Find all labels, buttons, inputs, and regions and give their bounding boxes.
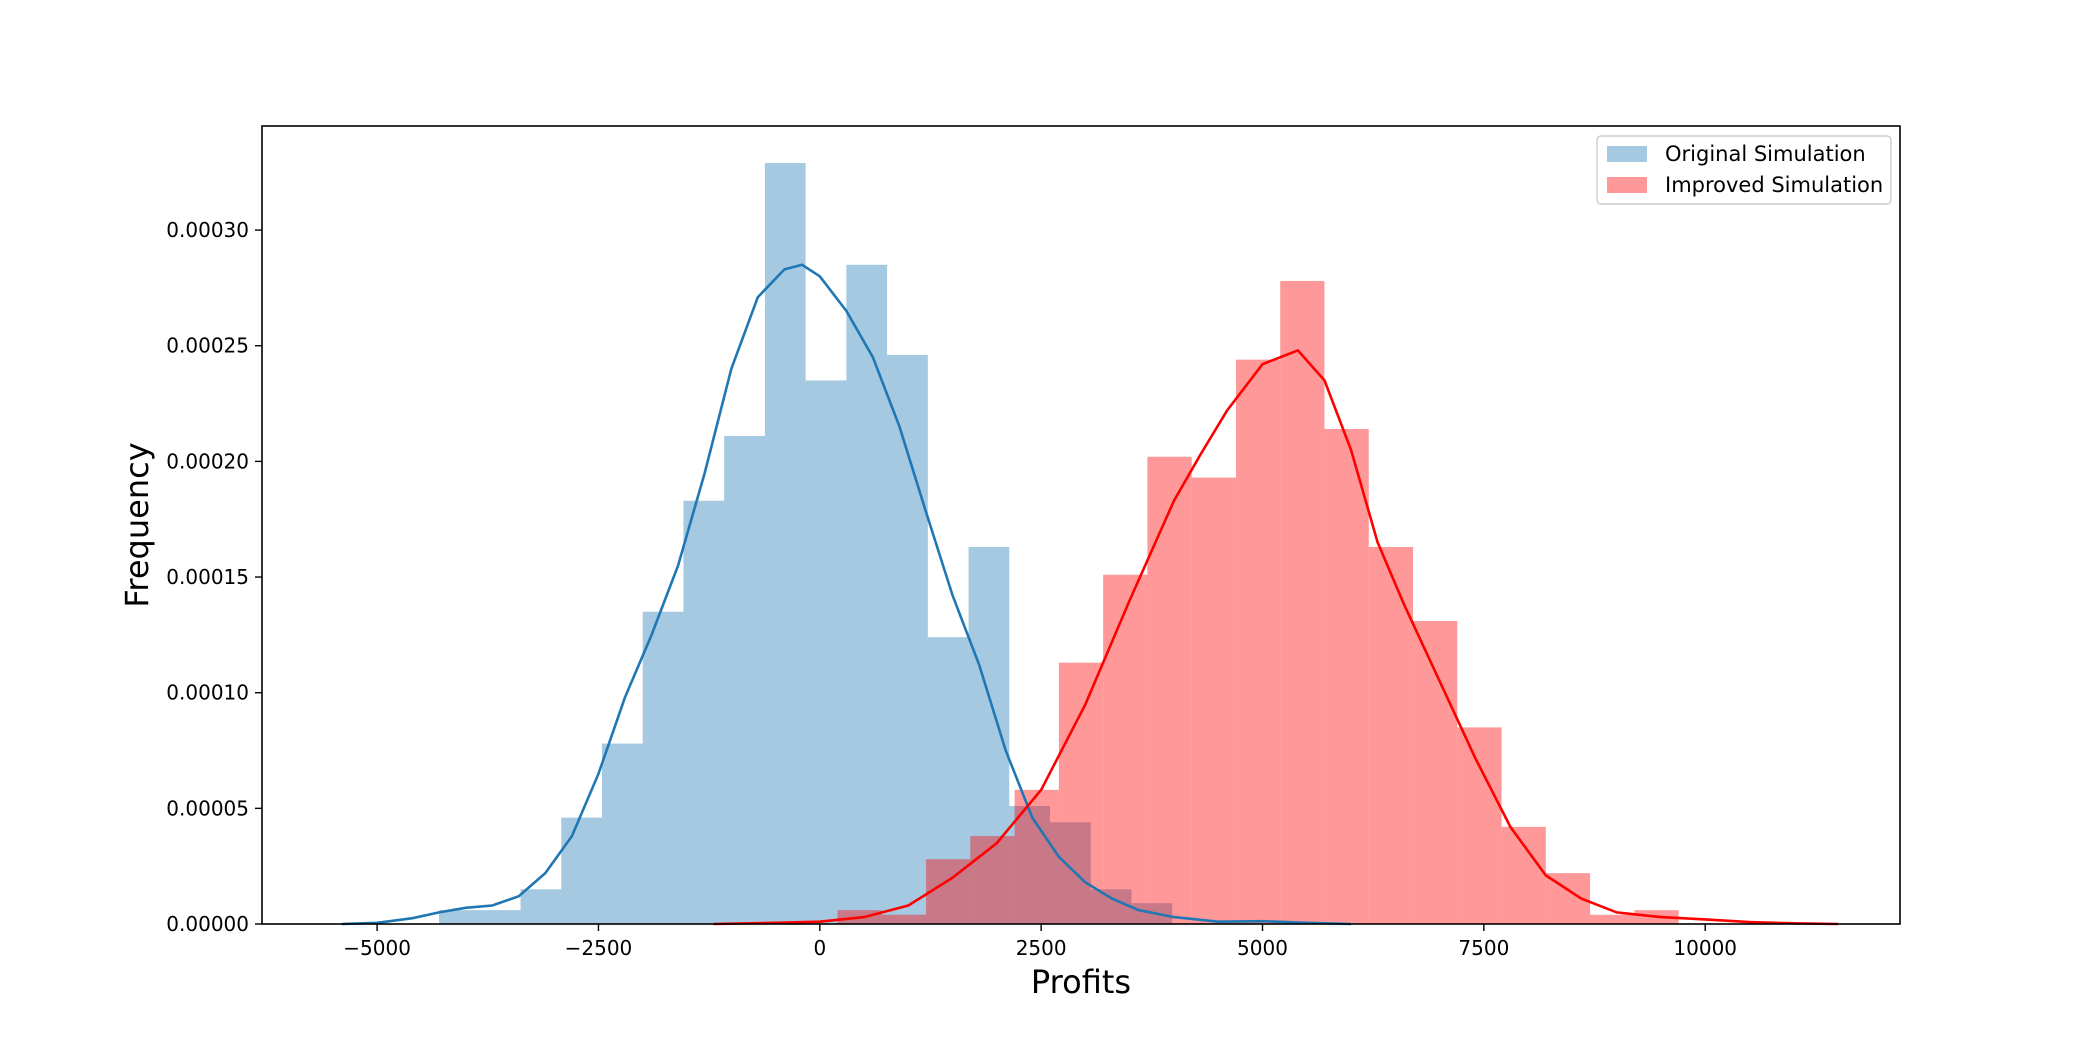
histogram-bar [1501, 826, 1546, 924]
histogram-bar [601, 743, 643, 924]
legend: Original Simulation Improved Simulation [1596, 135, 1892, 205]
legend-swatch-improved [1607, 177, 1647, 193]
y-tick-label: 0.00030 [166, 218, 249, 242]
y-axis-ticks: 0.00000 0.00005 0.00010 0.00015 0.00020 0.000… [166, 218, 262, 936]
histogram-bar [1368, 546, 1414, 924]
histogram-bar [1235, 359, 1281, 924]
y-axis-title: Frequency [118, 442, 156, 607]
histogram-bar [764, 163, 806, 925]
kde-curves [341, 263, 1839, 926]
histogram-bar [642, 611, 684, 924]
histogram-bar [520, 889, 562, 924]
histogram-bar [1191, 477, 1236, 924]
legend-box [1596, 135, 1892, 205]
histogram-bar [1147, 456, 1192, 924]
histogram-bar [1090, 889, 1132, 924]
histogram-bar [439, 910, 480, 924]
histogram-bar [1280, 280, 1325, 925]
histogram-bar [479, 910, 521, 924]
histogram-bar [805, 380, 847, 924]
histogram-bar [927, 637, 969, 924]
x-tick-label: 0 [813, 936, 826, 960]
y-tick-label: 0.00000 [166, 912, 249, 936]
histogram-bar [1413, 620, 1458, 924]
histogram-bar [1058, 662, 1104, 924]
x-tick-label: 5000 [1237, 936, 1288, 960]
x-axis-title: Profits [1031, 963, 1131, 1001]
y-tick-label: 0.00010 [166, 681, 249, 705]
histogram-bar [887, 354, 928, 924]
histogram-bar [846, 264, 888, 925]
histogram-bar [970, 836, 1015, 924]
x-tick-label: 10000 [1673, 936, 1737, 960]
x-tick-label: 7500 [1458, 936, 1509, 960]
histogram-bar [1009, 806, 1051, 924]
y-tick-label: 0.00025 [166, 334, 249, 358]
histogram-bar [881, 914, 927, 924]
histogram-bar [561, 817, 602, 924]
histogram-bar [1014, 789, 1059, 924]
y-tick-label: 0.00005 [166, 796, 249, 820]
y-tick-label: 0.00015 [166, 565, 249, 589]
histogram-bar [724, 435, 765, 924]
legend-label-original: Original Simulation [1665, 142, 1866, 166]
histogram-bar [1324, 429, 1369, 924]
kde-line [341, 263, 1352, 926]
histogram-bar [683, 500, 725, 924]
histogram-bar [1457, 727, 1502, 924]
histogram-bar [1103, 574, 1148, 924]
y-tick-label: 0.00020 [166, 449, 249, 473]
plot-frame [261, 125, 1901, 925]
histogram-bar [1590, 914, 1635, 924]
legend-swatch-original [1607, 146, 1647, 162]
x-tick-label: −5000 [343, 936, 411, 960]
kde-line [713, 348, 1839, 926]
legend-label-improved: Improved Simulation [1665, 173, 1883, 197]
histogram-bar [1050, 822, 1091, 924]
x-axis-ticks: −5000 −2500 0 2500 5000 7500 10000 [343, 924, 1737, 960]
x-tick-label: −2500 [565, 936, 633, 960]
histogram-bars [439, 163, 1679, 925]
x-tick-label: 2500 [1016, 936, 1067, 960]
